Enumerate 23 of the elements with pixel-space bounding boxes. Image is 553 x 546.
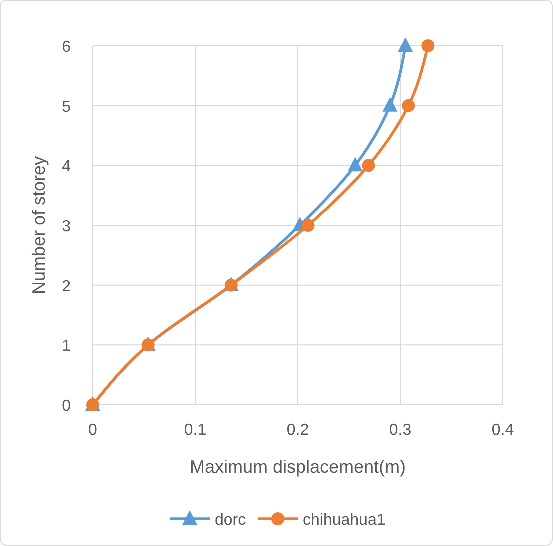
x-axis-title: Maximum displacement(m) xyxy=(190,457,406,477)
x-tick-label: 0.2 xyxy=(286,422,310,439)
point xyxy=(422,40,435,52)
legend-label: dorc xyxy=(215,512,246,529)
y-tick-label: 5 xyxy=(62,98,72,116)
point xyxy=(402,99,416,112)
y-tick-label: 4 xyxy=(62,158,72,176)
point xyxy=(348,157,363,172)
y-tick-label: 1 xyxy=(62,338,72,356)
point xyxy=(302,219,315,232)
legend-label: chihuahua1 xyxy=(303,512,386,529)
x-tick-label: 0.4 xyxy=(492,422,514,439)
y-axis-title: Number of storey xyxy=(29,156,49,295)
y-tick-label: 3 xyxy=(62,218,72,236)
point xyxy=(398,38,414,52)
y-tick-label: 0 xyxy=(62,398,72,415)
x-tick-label: 0 xyxy=(88,422,98,439)
x-tick-label: 0.1 xyxy=(184,422,207,439)
y-tick-label: 6 xyxy=(62,39,72,56)
x-tick-label: 0.3 xyxy=(389,422,412,439)
point xyxy=(382,97,398,112)
point xyxy=(362,159,376,172)
y-tick-label: 2 xyxy=(62,278,72,296)
